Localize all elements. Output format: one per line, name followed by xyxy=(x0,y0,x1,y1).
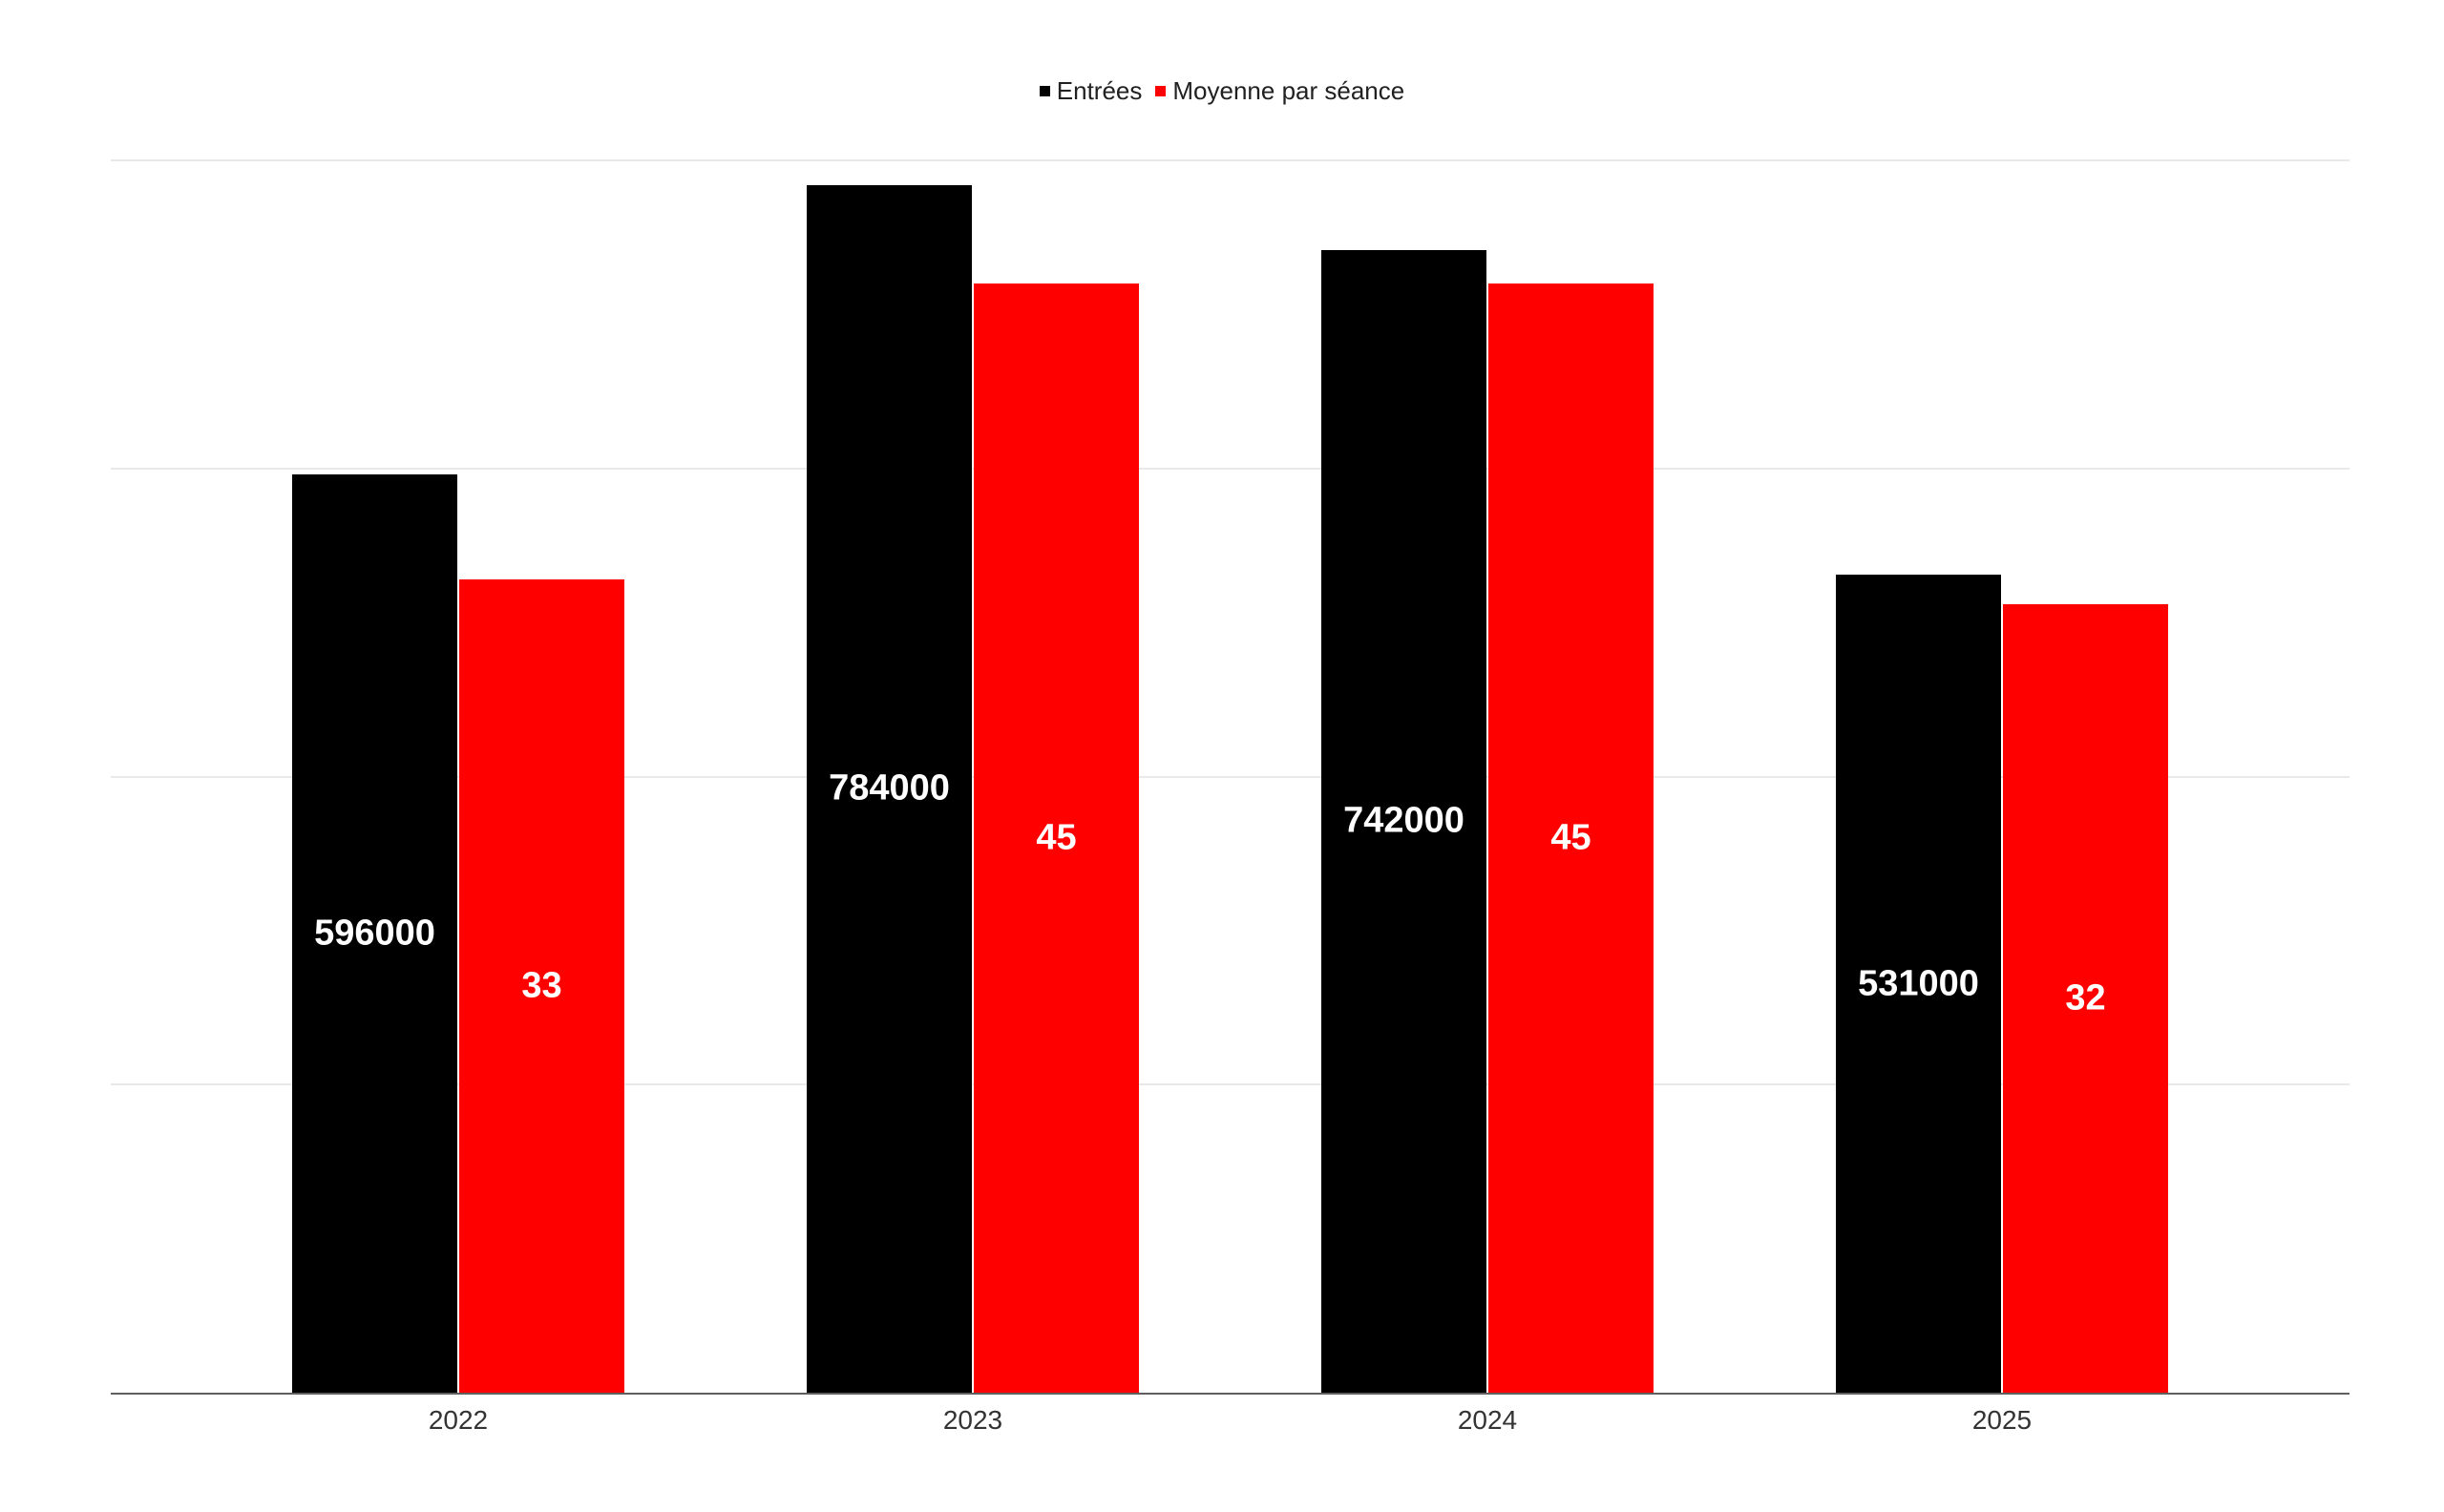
bar-entrees-2023: 784000 xyxy=(807,184,972,1393)
legend-swatch-moyenne-icon xyxy=(1155,86,1167,96)
gridline-400000 xyxy=(111,775,2349,778)
bar-moyenne-2024: 45 xyxy=(1488,284,1654,1393)
bar-label-entrees-2022: 596000 xyxy=(314,913,435,954)
bar-label-entrees-2025: 531000 xyxy=(1858,963,1979,1004)
bar-entrees-2024: 742000 xyxy=(1321,249,1486,1393)
bar-label-entrees-2024: 742000 xyxy=(1343,800,1464,841)
bar-entrees-2025: 531000 xyxy=(1836,575,2001,1393)
legend-item-entrees: Entrées xyxy=(1039,76,1143,106)
bar-label-moyenne-2023: 45 xyxy=(1036,817,1077,858)
legend-label-moyenne: Moyenne par séance xyxy=(1172,76,1405,105)
bar-entrees-2022: 596000 xyxy=(292,474,457,1393)
bar-label-moyenne-2024: 45 xyxy=(1550,817,1591,858)
gridline-800000 xyxy=(111,159,2349,161)
x-tick-label-2024: 2024 xyxy=(1457,1405,1518,1435)
bar-label-moyenne-2025: 32 xyxy=(2065,977,2106,1018)
chart-legend: Entrées Moyenne par séance xyxy=(0,76,2444,106)
bar-moyenne-2022: 33 xyxy=(459,578,624,1393)
legend-label-entrees: Entrées xyxy=(1056,76,1143,105)
legend-swatch-entrees-icon xyxy=(1039,86,1050,96)
bar-moyenne-2025: 32 xyxy=(2003,603,2168,1393)
x-tick-label-2023: 2023 xyxy=(942,1405,1003,1435)
legend-item-moyenne: Moyenne par séance xyxy=(1155,76,1404,106)
gridline-600000 xyxy=(111,467,2349,470)
bar-label-entrees-2023: 784000 xyxy=(829,767,950,808)
bar-moyenne-2023: 45 xyxy=(974,284,1139,1393)
gridline-200000 xyxy=(111,1083,2349,1086)
x-tick-label-2022: 2022 xyxy=(428,1405,489,1435)
x-axis-line xyxy=(111,1393,2349,1395)
bar-label-moyenne-2022: 33 xyxy=(521,965,562,1006)
x-tick-label-2025: 2025 xyxy=(1971,1405,2033,1435)
